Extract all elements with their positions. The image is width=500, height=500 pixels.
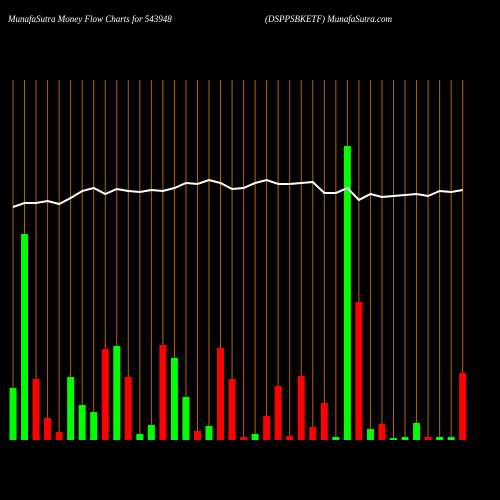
bar xyxy=(101,349,109,440)
bar xyxy=(90,412,98,440)
bar xyxy=(217,348,225,440)
bar xyxy=(32,379,40,440)
bar xyxy=(113,346,121,440)
chart-title: MunafaSutra Money Flow Charts for 543948 xyxy=(7,14,172,24)
bar xyxy=(286,436,294,440)
bar xyxy=(447,437,455,440)
bar xyxy=(424,437,432,440)
bar xyxy=(21,234,29,440)
bar xyxy=(366,429,374,440)
bar xyxy=(193,431,201,440)
bar xyxy=(78,405,86,440)
bar xyxy=(228,379,236,440)
bar xyxy=(389,438,397,440)
bar xyxy=(67,377,75,440)
bar xyxy=(309,427,317,440)
bar xyxy=(320,403,328,440)
bar xyxy=(44,418,52,440)
bar xyxy=(274,386,282,440)
bar xyxy=(205,426,213,440)
bar xyxy=(436,437,444,440)
money-flow-line xyxy=(12,178,463,208)
bar xyxy=(343,146,351,440)
bar xyxy=(251,434,259,440)
chart-subtitle: (DSPPSBKETF) MunafaSutra.com xyxy=(265,14,392,24)
bar xyxy=(159,345,167,440)
bar xyxy=(297,376,305,440)
bar xyxy=(355,302,363,440)
bar xyxy=(332,437,340,440)
bar xyxy=(136,434,144,440)
bar xyxy=(55,432,63,440)
bar xyxy=(147,425,155,440)
bar xyxy=(170,358,178,440)
bar xyxy=(240,437,248,440)
bar xyxy=(401,437,409,440)
bar xyxy=(459,373,467,440)
bar xyxy=(124,377,132,440)
bar xyxy=(9,388,17,440)
bar xyxy=(378,424,386,440)
bar xyxy=(182,397,190,440)
bar xyxy=(263,416,271,440)
bar xyxy=(413,423,421,440)
